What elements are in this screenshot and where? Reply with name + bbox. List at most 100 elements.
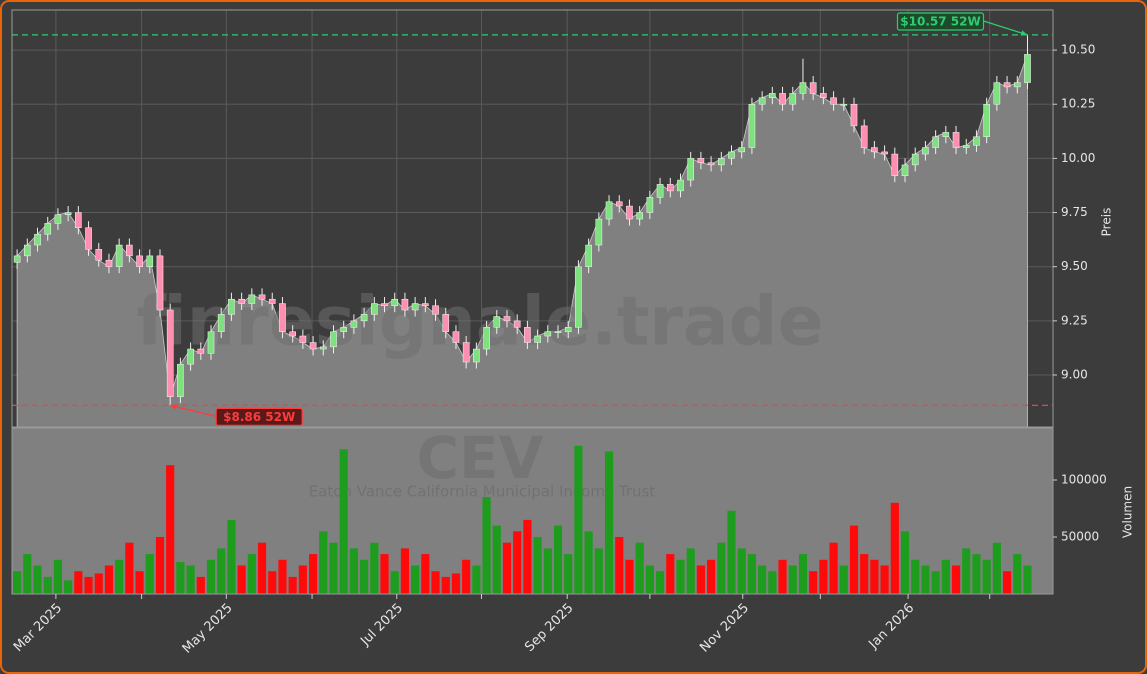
candle-body bbox=[95, 249, 103, 261]
candle-body bbox=[105, 259, 113, 267]
candle-body bbox=[381, 303, 388, 306]
candle-body bbox=[687, 158, 695, 181]
volume-bar bbox=[1002, 571, 1012, 594]
annotation-arrow bbox=[983, 20, 1028, 36]
annotation-box bbox=[215, 407, 303, 426]
candle-body bbox=[258, 294, 266, 300]
candle-body bbox=[738, 147, 746, 153]
volume-bar bbox=[411, 565, 420, 594]
candle-body bbox=[493, 316, 501, 328]
candle-body bbox=[728, 151, 735, 159]
candle-body bbox=[860, 125, 868, 148]
candle-body bbox=[932, 136, 939, 148]
y-tick-label: 9.00 bbox=[1061, 368, 1088, 382]
candle-body bbox=[656, 184, 664, 198]
volume-bar bbox=[737, 548, 746, 594]
volume-bar bbox=[635, 542, 644, 594]
candle-body bbox=[952, 132, 960, 148]
candle-body bbox=[615, 201, 623, 207]
candle-body bbox=[279, 303, 286, 332]
candle-body bbox=[136, 255, 143, 267]
volume-bar bbox=[982, 559, 991, 594]
volume-bar bbox=[53, 559, 63, 594]
volume-bar bbox=[288, 576, 297, 594]
candle-body bbox=[554, 331, 562, 333]
volume-bar bbox=[788, 565, 797, 594]
volume-bar bbox=[819, 559, 828, 594]
candle-body bbox=[503, 316, 511, 322]
volume-bar bbox=[380, 554, 389, 594]
volume-bar bbox=[360, 559, 369, 594]
volume-bar bbox=[23, 554, 32, 594]
volume-bar bbox=[482, 497, 491, 594]
volume-bar bbox=[176, 562, 185, 594]
candle-body bbox=[13, 255, 21, 263]
y-axis-label: Preis bbox=[1100, 208, 1114, 237]
candle-body bbox=[64, 212, 72, 215]
candle-body bbox=[411, 303, 419, 311]
candle-body bbox=[217, 314, 225, 332]
candle-body bbox=[238, 298, 245, 304]
candle-body bbox=[115, 244, 123, 267]
candle-body bbox=[391, 298, 399, 306]
volume-bar bbox=[931, 571, 940, 594]
volume-bar bbox=[604, 451, 614, 594]
volume-bar bbox=[298, 565, 307, 594]
volume-bar bbox=[502, 542, 512, 594]
candle-body bbox=[585, 244, 592, 267]
volume-bar bbox=[553, 525, 563, 594]
volume-bar bbox=[574, 445, 583, 594]
watermark: finresignale.trade bbox=[136, 283, 823, 362]
candle-body bbox=[442, 314, 450, 332]
volume-bar bbox=[115, 559, 124, 594]
volume-bar bbox=[747, 554, 757, 594]
volume-bar bbox=[778, 559, 787, 594]
watermark-name: Eaton Vance California Municipal Income … bbox=[309, 483, 656, 501]
volume-bar bbox=[33, 565, 42, 594]
volume-bar bbox=[625, 559, 634, 594]
candle-body bbox=[513, 320, 521, 328]
volume-bar bbox=[339, 449, 348, 594]
volume-bar bbox=[717, 542, 726, 594]
volume-bar bbox=[798, 554, 808, 594]
candle-body bbox=[330, 331, 337, 348]
volume-bar bbox=[237, 565, 246, 594]
volume-bar bbox=[696, 565, 705, 594]
volume-bar bbox=[319, 531, 328, 594]
volume-bar bbox=[421, 554, 430, 594]
candle-body bbox=[75, 212, 82, 228]
volume-bar bbox=[400, 548, 410, 594]
candle-body bbox=[207, 331, 215, 354]
volume-bar bbox=[166, 465, 175, 594]
candle-body bbox=[473, 348, 480, 363]
candle-body bbox=[534, 335, 541, 343]
candle-body bbox=[779, 93, 786, 105]
volume-bar bbox=[308, 554, 318, 594]
volume-bar bbox=[900, 531, 910, 594]
volume-bar bbox=[329, 542, 338, 594]
annotation-arrowhead bbox=[170, 404, 178, 410]
volume-bar bbox=[451, 573, 461, 594]
volume-bar bbox=[758, 565, 767, 594]
y-tick-label: 9.50 bbox=[1061, 259, 1088, 273]
volume-bar bbox=[84, 576, 93, 594]
candle-body bbox=[983, 103, 990, 137]
candle-body bbox=[452, 331, 460, 343]
candle-body bbox=[575, 266, 582, 328]
volume-bar bbox=[349, 548, 358, 594]
volume-bar bbox=[227, 519, 236, 594]
candle-body bbox=[1003, 82, 1011, 88]
candle-body bbox=[23, 244, 31, 257]
candle-body bbox=[769, 93, 776, 98]
volume-bar bbox=[104, 565, 114, 594]
y-tick-label: 10.50 bbox=[1061, 43, 1095, 57]
volume-bar bbox=[64, 580, 73, 594]
volume-bar bbox=[74, 571, 83, 594]
candle-body bbox=[462, 342, 470, 363]
volume-bar bbox=[768, 571, 777, 594]
candle-body bbox=[319, 346, 327, 350]
candle-body bbox=[942, 132, 950, 137]
candle-body bbox=[228, 298, 235, 315]
volume-bar bbox=[533, 536, 542, 594]
candle-body bbox=[248, 294, 256, 304]
